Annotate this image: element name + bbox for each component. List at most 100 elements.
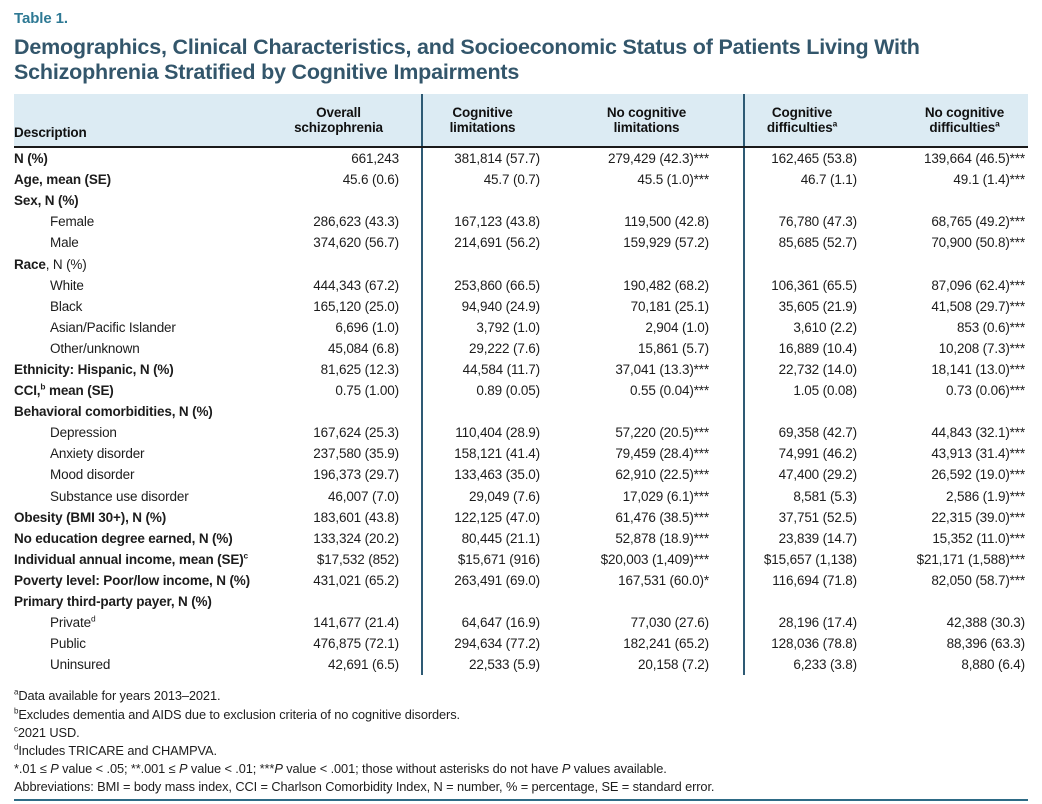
cell: 47,400 (29.2) — [743, 464, 902, 486]
cell — [902, 401, 1028, 422]
cell: 70,181 (25.1) — [630, 298, 710, 314]
cell: $21,171 (1,588)*** — [916, 551, 1026, 567]
table-row: Primary third-party payer, N (%) — [14, 590, 1028, 613]
table-header-row: Description Overall schizophrenia Cognitiv… — [14, 94, 1028, 148]
cell: 119,500 (42.8) — [624, 214, 709, 230]
cell: 128,036 (78.8) — [743, 633, 902, 655]
cell: 167,624 (25.3) — [313, 425, 399, 441]
cell — [902, 591, 1028, 612]
table-title-line-2: Schizophrenia Stratified by Cognitive Im… — [14, 60, 520, 84]
cell: 45.5 (1.0)*** — [637, 172, 709, 188]
cell — [582, 401, 744, 422]
cell: 279,429 (42.3)*** — [607, 151, 709, 167]
row-label: Behavioral comorbidities, N (%) — [14, 404, 213, 420]
table-row: Race, N (%) — [14, 253, 1028, 275]
cell — [421, 401, 582, 423]
footnote-line: c2021 USD. — [14, 724, 80, 740]
table-body: N (%) 661,243 381,814 (57.7) 279,429 (42.3)… — [14, 147, 1028, 676]
cell: 17,029 (6.1)*** — [622, 488, 709, 504]
column-header: Cognitive difficultiesa — [743, 94, 902, 148]
column-header: No cognitive difficultiesa — [902, 94, 1028, 148]
row-label: CCI,b mean (SE) — [14, 381, 114, 399]
table-row: No education degree earned, N (%) 133,324… — [14, 527, 1028, 549]
bottom-rule — [14, 798, 1028, 801]
cell: 15,861 (5.7) — [638, 340, 709, 356]
table-row: Male 374,620 (56.7) 214,691 (56.2) 159,929 … — [14, 232, 1028, 254]
footnotes: aData available for years 2013–2021. bExc… — [14, 687, 1028, 796]
cell: 62,910 (22.5)*** — [615, 467, 709, 483]
table-header: Description Overall schizophrenia Cognitiv… — [14, 94, 1028, 148]
cell: 82,050 (58.7)*** — [931, 572, 1025, 588]
column-header: Overall schizophrenia — [276, 94, 422, 148]
cell: 61,476 (38.5)*** — [615, 509, 709, 525]
cell: 16,889 (10.4) — [743, 337, 902, 359]
row-label: Ethnicity: Hispanic, N (%) — [14, 361, 174, 377]
cell: 57,220 (20.5)*** — [615, 425, 709, 441]
cell: 49.1 (1.4)*** — [953, 172, 1025, 188]
cell: 70,900 (50.8)*** — [931, 235, 1025, 251]
cell: 444,343 (67.2) — [313, 277, 399, 293]
table-title-line-1: Demographics, Clinical Characteristics, … — [14, 35, 920, 59]
table-title: Demographics, Clinical Characteristics, … — [14, 35, 1028, 85]
row-label: Obesity (BMI 30+), N (%) — [14, 509, 167, 525]
cell — [421, 590, 582, 613]
footnote-line: *.01 ≤ P value < .05; **.001 ≤ P value <… — [14, 761, 667, 777]
cell: 116,694 (71.8) — [743, 569, 902, 591]
cell: $17,532 (852) — [316, 551, 399, 567]
cell: 15,352 (11.0)*** — [932, 530, 1025, 546]
cell: 167,123 (43.8) — [421, 211, 582, 233]
cell: 381,814 (57.7) — [421, 147, 582, 170]
cell: 1.05 (0.08) — [743, 380, 902, 402]
cell: 29,049 (7.6) — [421, 485, 582, 507]
table-row: Uninsured 42,691 (6.5) 22,533 (5.9) 20,158 … — [14, 654, 1028, 676]
cell — [582, 190, 744, 211]
table-row: Substance use disorder 46,007 (7.0) 29,049… — [14, 485, 1028, 507]
cell: 6,233 (3.8) — [743, 654, 902, 676]
cell: 35,605 (21.9) — [743, 295, 902, 317]
cell: 94,940 (24.9) — [421, 295, 582, 317]
cell: 106,361 (65.5) — [743, 274, 902, 296]
cell — [582, 591, 744, 612]
row-label: Privated — [50, 613, 96, 631]
cell: 253,860 (66.5) — [421, 274, 582, 296]
column-header-description: Description — [14, 94, 276, 148]
cell: 183,601 (43.8) — [313, 509, 399, 525]
cell: 8,581 (5.3) — [743, 485, 902, 507]
cell: 0.73 (0.06)*** — [946, 383, 1025, 399]
row-label: Race, N (%) — [14, 256, 87, 272]
cell — [276, 253, 422, 274]
cell: 18,141 (13.0)*** — [931, 361, 1025, 377]
cell: 8,880 (6.4) — [961, 657, 1025, 673]
demographics-table: Description Overall schizophrenia Cognitiv… — [14, 94, 1028, 676]
table-row: White 444,343 (67.2) 253,860 (66.5) 190,482… — [14, 274, 1028, 296]
cell: 133,463 (35.0) — [421, 464, 582, 486]
cell: 263,491 (69.0) — [421, 569, 582, 591]
cell: 167,531 (60.0)* — [618, 572, 709, 588]
table-row: Mood disorder 196,373 (29.7) 133,463 (35.0… — [14, 464, 1028, 486]
cell: 2,904 (1.0) — [645, 319, 709, 335]
table-row: Ethnicity: Hispanic, N (%) 81,625 (12.3) 4… — [14, 358, 1028, 381]
cell — [582, 253, 744, 274]
cell — [743, 190, 902, 212]
table-row: CCI,b mean (SE) 0.75 (1.00) 0.89 (0.05) 0.5… — [14, 380, 1028, 402]
cell: 139,664 (46.5)*** — [923, 151, 1025, 167]
cell: 44,843 (32.1)*** — [931, 425, 1025, 441]
cell: $20,003 (1,409)*** — [600, 551, 710, 567]
row-label: Individual annual income, mean (SE)c — [14, 550, 249, 567]
cell: 46.7 (1.1) — [743, 169, 902, 191]
row-label: Other/unknown — [50, 340, 140, 356]
cell: 6,696 (1.0) — [335, 319, 399, 335]
cell — [902, 253, 1028, 274]
cell: 0.89 (0.05) — [421, 380, 582, 402]
cell: 294,634 (77.2) — [421, 633, 582, 655]
cell: 110,404 (28.9) — [421, 422, 582, 444]
row-label: Male — [50, 235, 79, 251]
table-row: N (%) 661,243 381,814 (57.7) 279,429 (42.3)… — [14, 147, 1028, 170]
cell: 42,691 (6.5) — [328, 657, 399, 673]
row-label: Poverty level: Poor/low income, N (%) — [14, 572, 251, 588]
cell: 22,732 (14.0) — [743, 358, 902, 381]
table-row: Privated 141,677 (21.4) 64,647 (16.9) 77,03… — [14, 612, 1028, 634]
row-label: Primary third-party payer, N (%) — [14, 594, 212, 610]
table-row: Individual annual income, mean (SE)c $17,… — [14, 548, 1028, 570]
cell: 141,677 (21.4) — [313, 615, 399, 631]
